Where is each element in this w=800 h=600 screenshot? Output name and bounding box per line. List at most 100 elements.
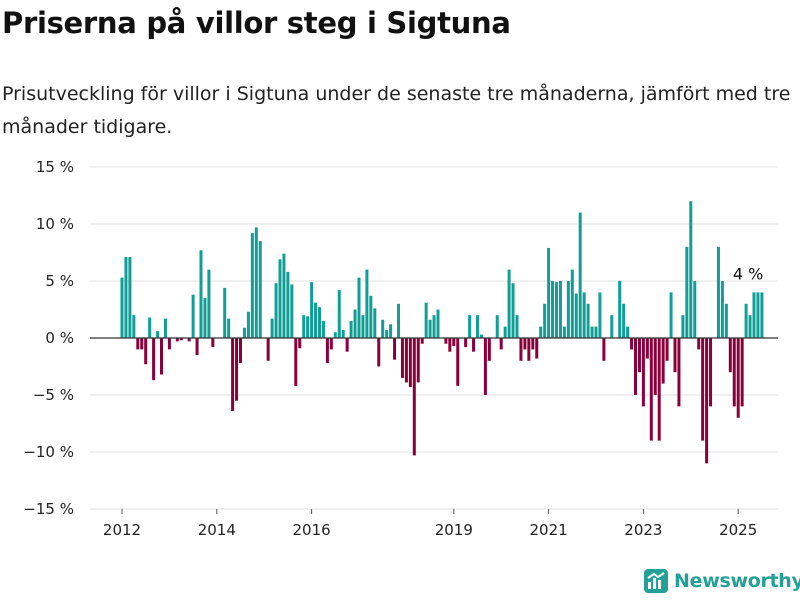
bar (574, 293, 578, 338)
bar (140, 338, 144, 350)
bar (341, 330, 345, 338)
bar (160, 338, 163, 375)
bar (555, 282, 558, 338)
bar (349, 320, 353, 338)
bar (167, 338, 171, 350)
bar (448, 338, 452, 352)
bar (665, 338, 669, 361)
bar (468, 315, 472, 338)
bar (389, 324, 393, 338)
newsworthy-logo: Newsworthy (644, 569, 800, 593)
bar (278, 259, 282, 338)
bar (740, 338, 744, 407)
bar (353, 309, 357, 338)
bar (420, 338, 424, 344)
bar (705, 338, 709, 464)
bar (685, 246, 689, 338)
bar (728, 338, 732, 373)
bar (416, 338, 420, 383)
bar (400, 338, 404, 378)
bar (270, 318, 274, 338)
bar (337, 290, 341, 338)
bar (254, 227, 258, 338)
bar (314, 302, 318, 338)
bar (148, 317, 152, 338)
bar (329, 338, 333, 350)
bar (523, 338, 527, 350)
bar (239, 338, 242, 364)
bar (476, 315, 479, 338)
bar (424, 302, 428, 338)
bar (124, 257, 128, 338)
bar (357, 277, 361, 338)
bar (298, 338, 302, 349)
bar (511, 283, 515, 338)
bar (369, 295, 373, 338)
bar (760, 292, 764, 338)
bar (250, 233, 254, 338)
bar (242, 327, 246, 338)
y-tick-label: 5 % (45, 272, 74, 290)
bar (720, 281, 724, 338)
bar (211, 338, 215, 348)
bar (716, 246, 720, 338)
bar (582, 292, 586, 338)
bar (318, 307, 321, 338)
bar (570, 269, 574, 338)
bar (175, 338, 179, 342)
bar (503, 326, 507, 338)
y-tick-label: −5 % (33, 386, 74, 404)
bar (562, 326, 566, 338)
bar (630, 338, 634, 350)
newsworthy-logo-text: Newsworthy (674, 570, 800, 592)
bar (535, 338, 539, 359)
bar (756, 292, 760, 338)
bar (345, 338, 349, 352)
bar (365, 269, 369, 338)
bar (527, 338, 531, 361)
bar (681, 315, 685, 338)
bar (464, 338, 468, 348)
bar (306, 316, 310, 338)
bar (294, 338, 298, 386)
bar (626, 326, 630, 338)
bar (519, 338, 523, 361)
bar (128, 257, 132, 338)
bar (152, 338, 156, 381)
bar (408, 338, 412, 388)
annotation-label: 4 % (733, 264, 763, 283)
x-tick-label: 2025 (719, 521, 757, 539)
newsworthy-logo-icon (644, 569, 668, 593)
bar (547, 247, 551, 338)
bar (752, 292, 756, 338)
grid-lines (90, 166, 778, 510)
bar (187, 338, 191, 342)
bar (444, 338, 448, 344)
bar (179, 338, 183, 341)
annotations: 4 % (733, 264, 763, 283)
bar (598, 292, 602, 338)
bar (310, 282, 314, 338)
bar (325, 338, 329, 364)
bar (634, 338, 637, 395)
bar (479, 334, 483, 338)
bar (361, 315, 365, 338)
bar (637, 338, 641, 373)
bar (701, 338, 705, 441)
bar (120, 277, 124, 338)
bar (677, 338, 681, 407)
bar (203, 298, 207, 338)
bar (539, 326, 543, 338)
bar (404, 338, 408, 383)
bar (697, 338, 701, 350)
y-tick-label: 10 % (36, 215, 74, 233)
bar (282, 253, 286, 338)
bar (689, 201, 693, 338)
bar (156, 331, 160, 338)
x-tick-label: 2023 (624, 521, 662, 539)
bar (302, 315, 306, 338)
bar (436, 309, 440, 338)
bar (495, 315, 499, 338)
bar (428, 319, 432, 338)
